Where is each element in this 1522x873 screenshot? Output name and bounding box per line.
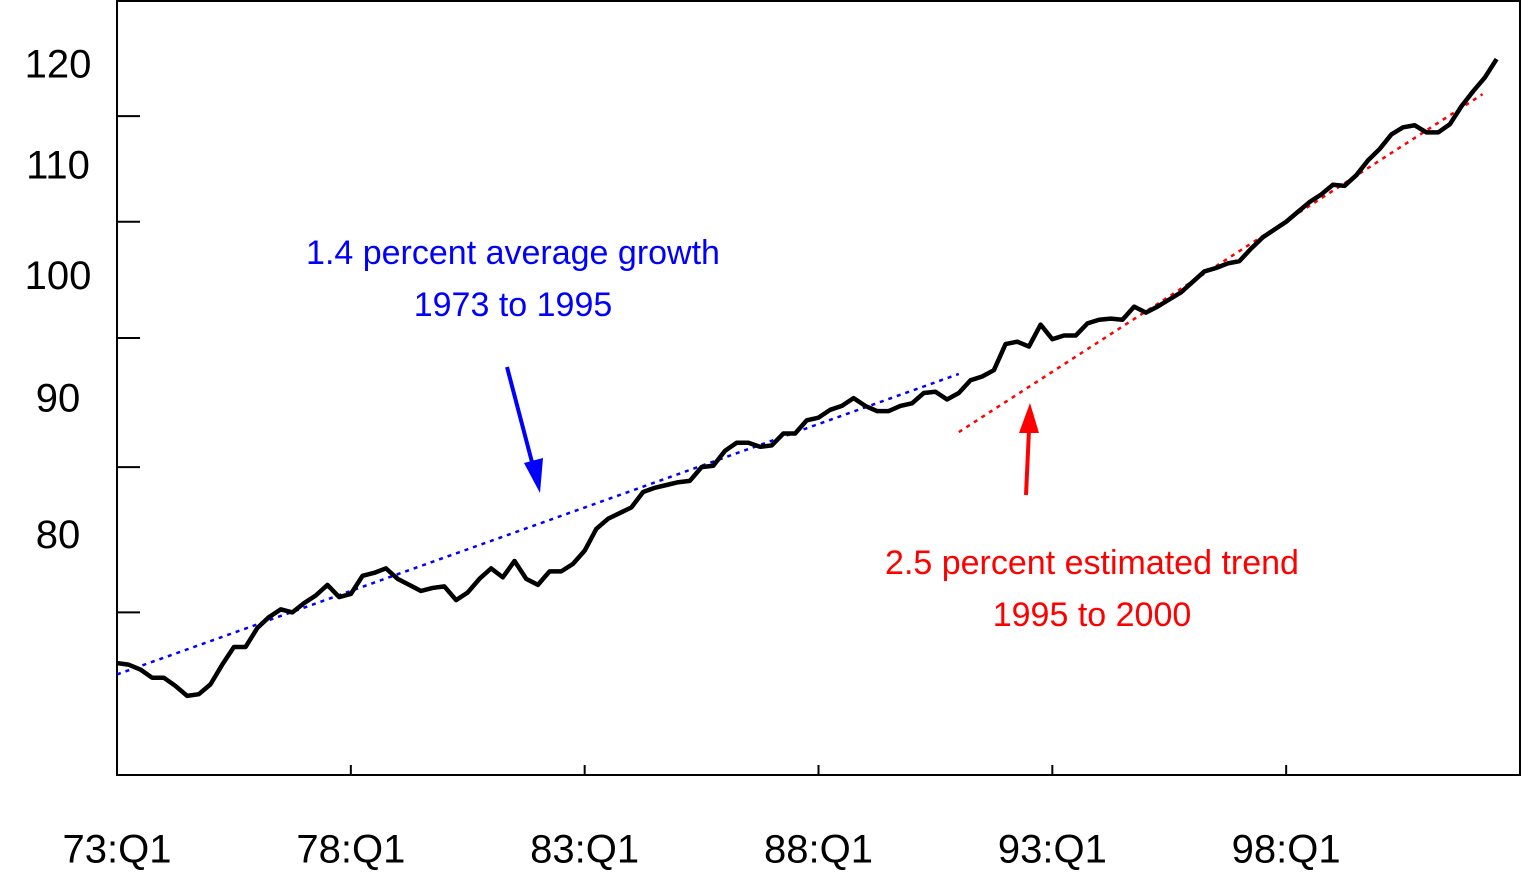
x-tick-label: 98:Q1 [1232, 828, 1341, 872]
x-tick-label: 88:Q1 [764, 828, 873, 872]
annotation-arrowhead [524, 458, 543, 493]
trend-line [958, 93, 1484, 434]
x-tick-label: 78:Q1 [296, 828, 405, 872]
y-tick-label: 80 [36, 513, 81, 557]
y-tick-label: 100 [25, 254, 92, 298]
annotation: 1.4 percent average growth [306, 234, 720, 272]
y-tick-label: 90 [36, 376, 81, 420]
y-tick-label: 110 [26, 143, 90, 187]
x-tick-label: 93:Q1 [998, 828, 1107, 872]
plot-frame [116, 0, 1521, 776]
annotation: 1995 to 2000 [993, 596, 1192, 634]
annotation-arrowhead [1019, 403, 1039, 433]
x-tick-label: 73:Q1 [63, 828, 172, 872]
annotation-arrow [505, 366, 535, 467]
annotation-arrow [1024, 429, 1031, 496]
annotation: 1973 to 1995 [414, 286, 613, 324]
data-line [116, 57, 1499, 699]
y-tick-label: 120 [25, 42, 92, 86]
x-tick-label: 83:Q1 [530, 828, 639, 872]
annotation: 2.5 percent estimated trend [885, 544, 1299, 582]
trend-line [116, 372, 960, 676]
